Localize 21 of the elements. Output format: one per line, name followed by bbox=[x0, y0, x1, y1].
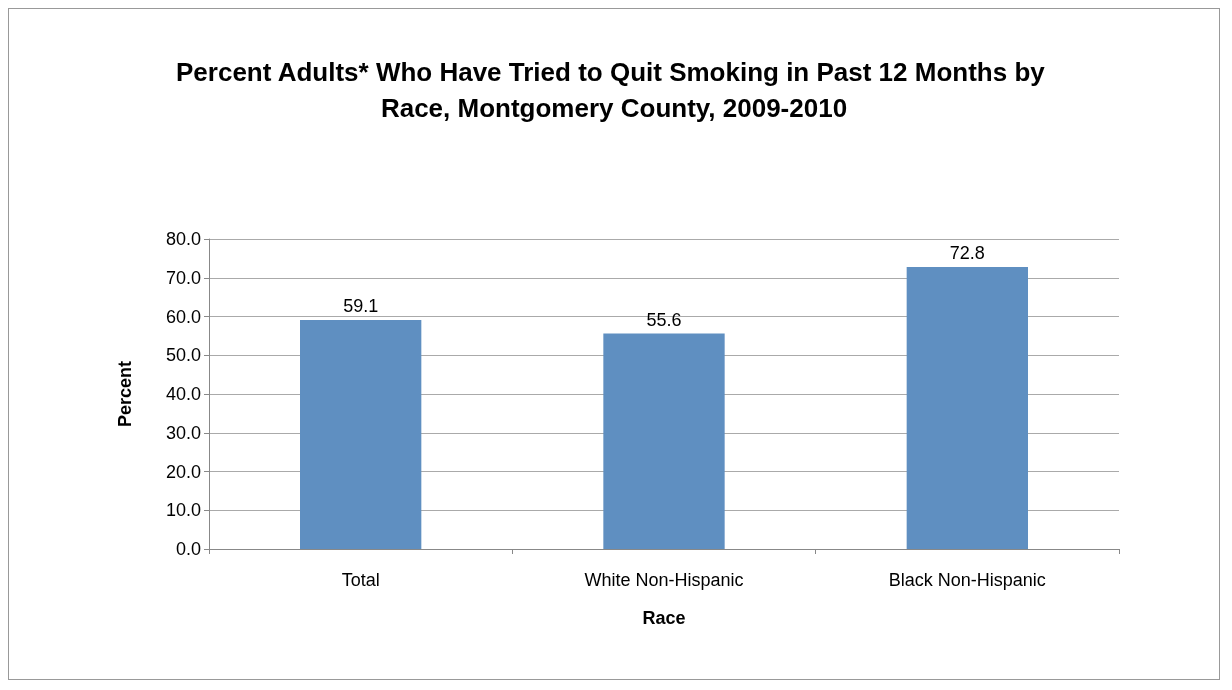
x-tick-label: Total bbox=[341, 570, 380, 590]
y-tick-label: 10.0 bbox=[165, 500, 201, 521]
x-axis-title: Race bbox=[642, 608, 686, 628]
y-axis-title: Percent bbox=[115, 360, 135, 428]
y-tick-label: 20.0 bbox=[165, 461, 201, 482]
x-tick-label: Black Non-Hispanic bbox=[888, 570, 1046, 590]
data-label: 72.8 bbox=[949, 242, 985, 263]
bar bbox=[906, 266, 1028, 549]
data-label: 59.1 bbox=[343, 295, 379, 316]
bar bbox=[603, 333, 725, 549]
y-tick-label: 0.0 bbox=[175, 539, 201, 559]
data-label: 55.6 bbox=[646, 309, 682, 330]
x-tick-label: White Non-Hispanic bbox=[584, 570, 744, 590]
y-tick-label: 30.0 bbox=[165, 422, 201, 443]
y-tick-label: 70.0 bbox=[165, 267, 201, 288]
bar bbox=[300, 319, 422, 549]
chart-title: Percent Adults* Who Have Tried to Quit Smoking in Past 12 Months by Race, Montgomery County, 2009-2010 bbox=[176, 57, 1052, 123]
y-tick-label: 80.0 bbox=[165, 229, 201, 249]
y-tick-label: 60.0 bbox=[165, 306, 201, 327]
y-tick-label: 50.0 bbox=[165, 345, 201, 366]
y-tick-label: 40.0 bbox=[165, 384, 201, 404]
